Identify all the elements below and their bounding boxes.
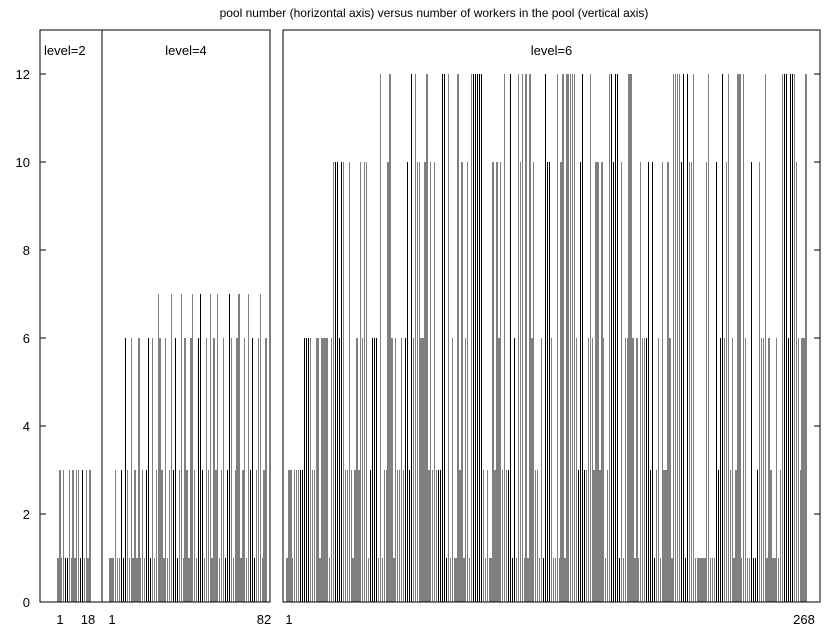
x-tick-label: 1 bbox=[56, 612, 63, 627]
panel-label: level=2 bbox=[44, 43, 86, 58]
y-tick-label: 10 bbox=[16, 155, 30, 170]
panel-frame-2 bbox=[101, 29, 271, 603]
y-tick-label: 2 bbox=[23, 507, 30, 522]
panel-labels: level=2 level=4 level=6 bbox=[44, 43, 572, 58]
x-tick-label: 268 bbox=[793, 612, 815, 627]
x-tick-label: 1 bbox=[285, 612, 292, 627]
chart-title: pool number (horizontal axis) versus num… bbox=[220, 6, 649, 20]
y-tick-label: 4 bbox=[23, 419, 30, 434]
y-tick-label: 8 bbox=[23, 243, 30, 258]
y-tick-label: 12 bbox=[16, 67, 30, 82]
x-tick-label: 1 bbox=[108, 612, 115, 627]
data-spikes bbox=[57, 74, 807, 602]
panel-frames bbox=[39, 29, 821, 603]
panel-frame-1 bbox=[39, 29, 103, 603]
x-tick-label: 82 bbox=[257, 612, 271, 627]
panel-label: level=6 bbox=[531, 43, 573, 58]
panel-label: level=4 bbox=[165, 43, 207, 58]
y-tick-label: 6 bbox=[23, 331, 30, 346]
x-tick-label: 18 bbox=[81, 612, 95, 627]
y-axis: 0 2 4 6 8 10 12 bbox=[16, 67, 820, 610]
y-tick-label: 0 bbox=[23, 595, 30, 610]
x-axis-labels: 1 18 1 82 1 268 bbox=[56, 612, 814, 627]
